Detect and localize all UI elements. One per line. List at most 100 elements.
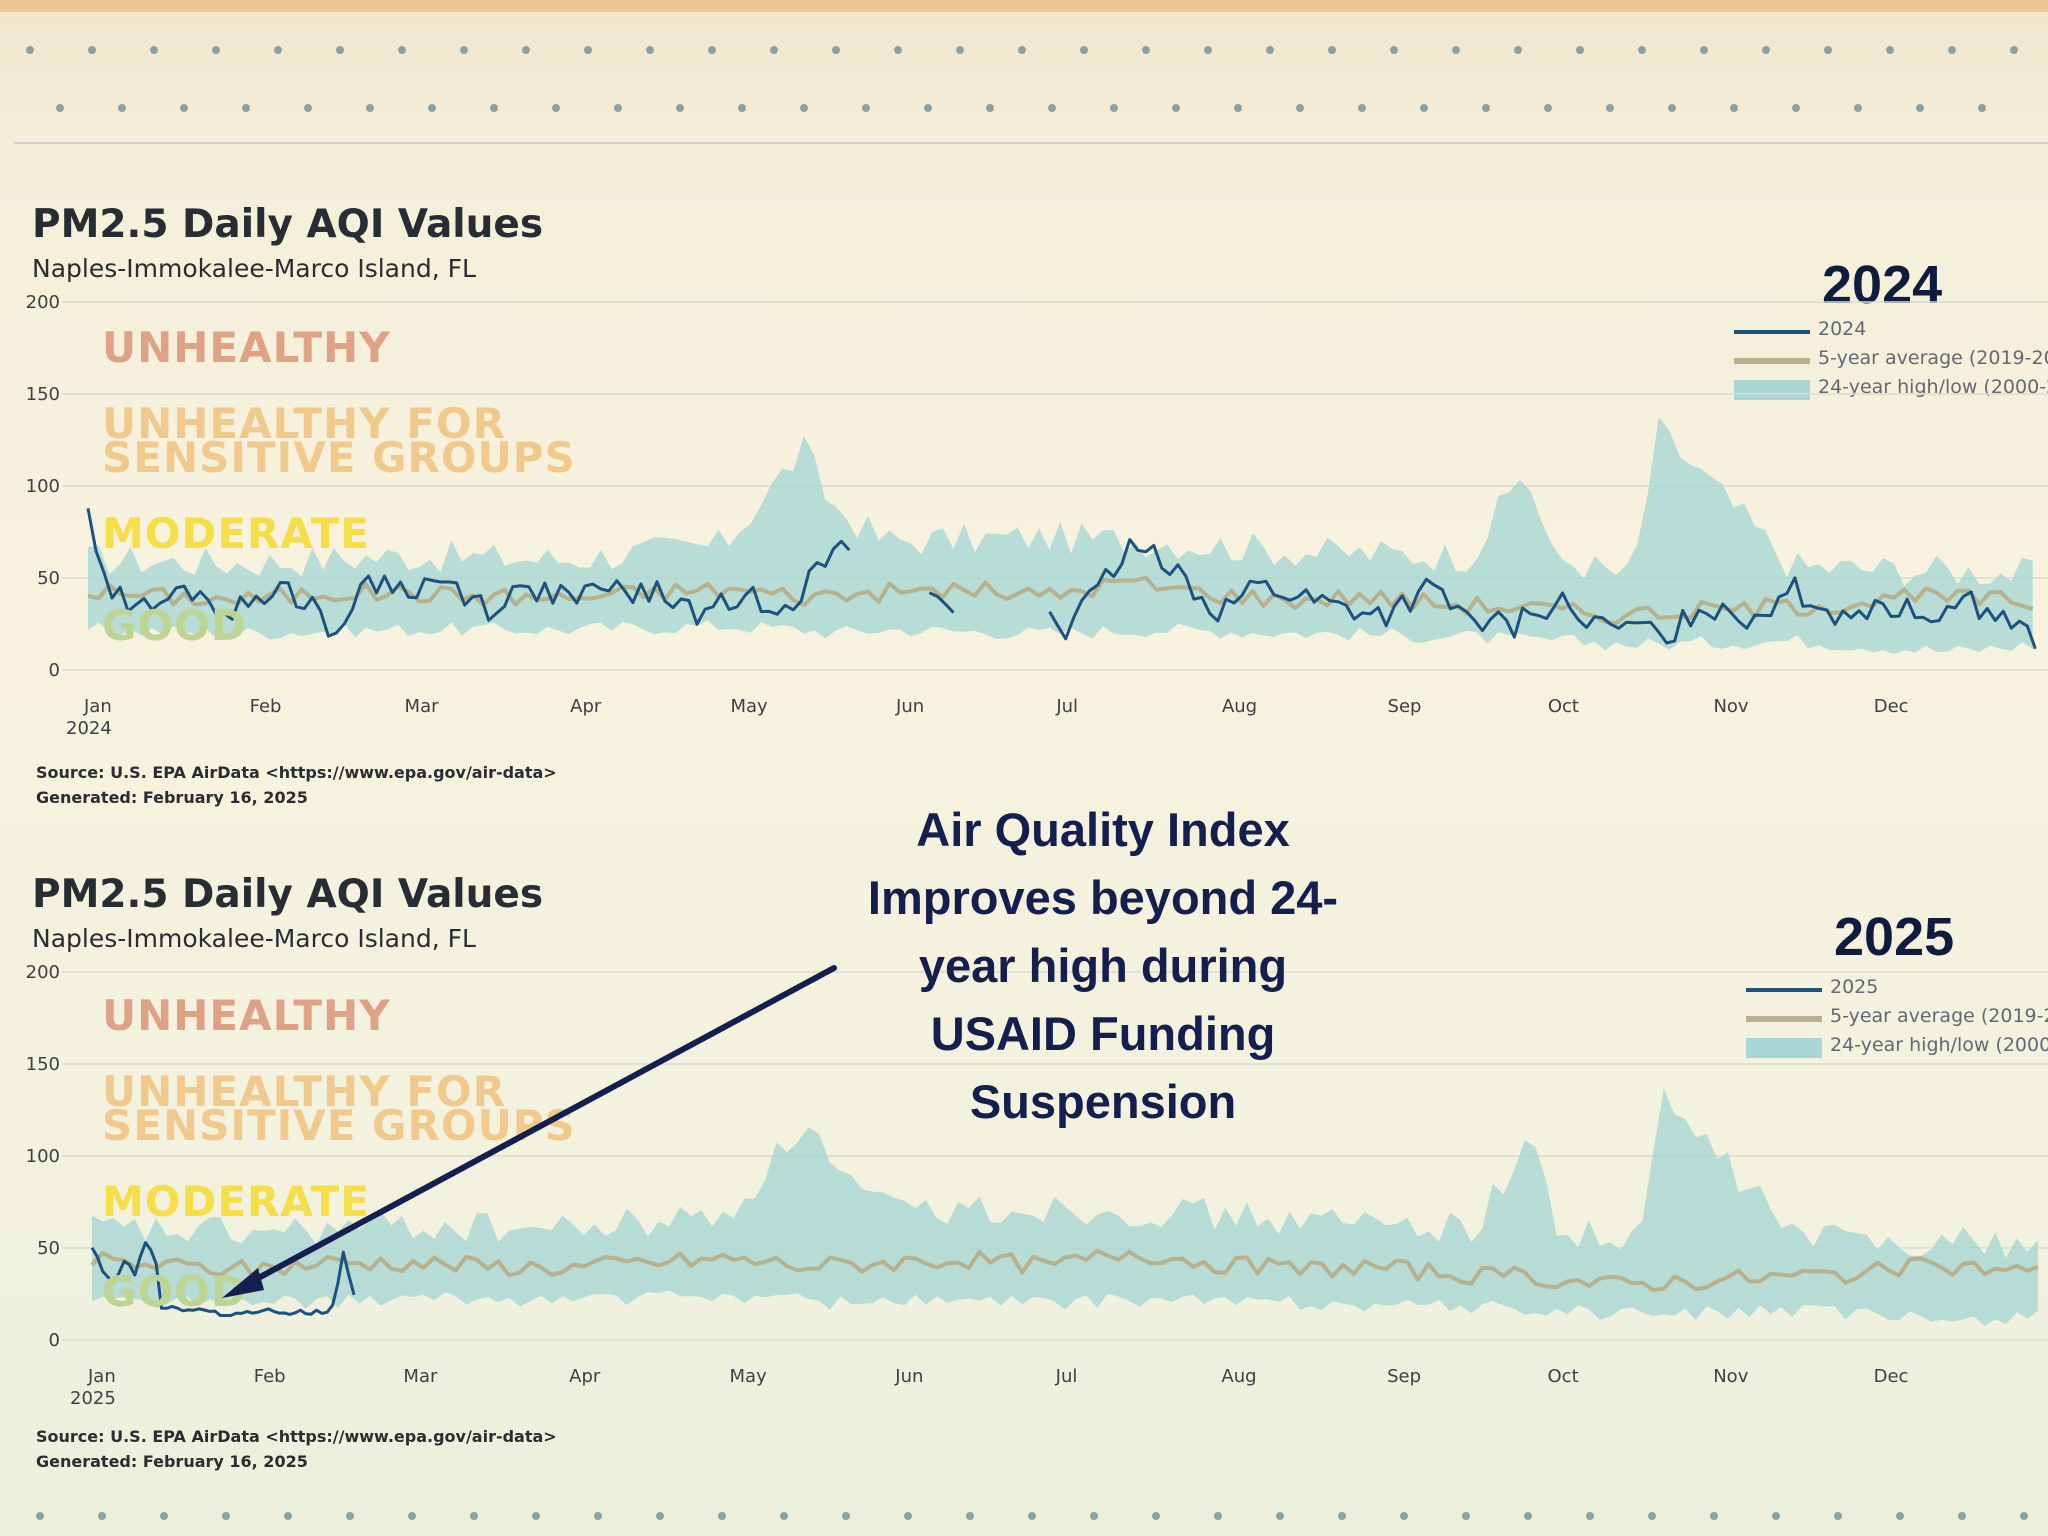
decorative-dot <box>242 104 250 112</box>
x-tick-label: Feb <box>250 696 282 717</box>
x-tick-label: Jul <box>1055 696 1078 717</box>
decorative-dot <box>460 46 468 54</box>
high-low-band <box>88 417 2033 655</box>
y-tick-label: 0 <box>49 1330 60 1351</box>
zone-label-usg-line1: UNHEALTHY FOR <box>102 399 506 448</box>
decorative-dot <box>36 1512 44 1520</box>
legend-swatch-five-year-average <box>1734 358 1810 364</box>
decorative-dot <box>1978 104 1986 112</box>
decorative-dot <box>1854 104 1862 112</box>
decorative-dot <box>532 1512 540 1520</box>
zone-label-unhealthy: UNHEALTHY <box>102 323 391 372</box>
legend-label-observed: 2024 <box>1818 318 1867 340</box>
y-tick-label: 50 <box>37 1238 60 1259</box>
decorative-dot <box>1700 46 1708 54</box>
chart-panel-2024: PM2.5 Daily AQI Values Naples-Immokalee-… <box>0 202 2048 842</box>
decorative-dot <box>428 104 436 112</box>
year-label: 2025 <box>1834 907 1955 967</box>
x-tick-label: May <box>730 696 768 717</box>
y-tick-label: 200 <box>26 292 60 313</box>
annotation-line-2: Improves beyond 24- <box>867 871 1339 924</box>
decorative-dot <box>832 46 840 54</box>
decorative-dot <box>1204 46 1212 54</box>
source-text: Source: U.S. EPA AirData <https://www.ep… <box>36 763 557 782</box>
decorative-dot <box>1730 104 1738 112</box>
decorative-dot <box>1338 1512 1346 1520</box>
decorative-dot <box>552 104 560 112</box>
top-edge-stripe <box>0 0 2048 12</box>
decorative-dot <box>656 1512 664 1520</box>
decorative-dot <box>1328 46 1336 54</box>
decorative-dot <box>1576 46 1584 54</box>
y-tick-label: 150 <box>26 1054 60 1075</box>
decorative-dot <box>1420 104 1428 112</box>
decorative-dot <box>88 46 96 54</box>
decorative-dot <box>1514 46 1522 54</box>
x-tick-label: Dec <box>1874 1366 1909 1387</box>
x-tick-year-label: 2025 <box>70 1388 116 1409</box>
decorative-dot <box>1668 104 1676 112</box>
decorative-dot <box>1896 1512 1904 1520</box>
decorative-dot <box>594 1512 602 1520</box>
chart-plot-area: 0 50 100 150 200 Jan Feb Mar Apr May Jun Jul Aug Sep O… <box>26 292 2048 739</box>
decorative-dot <box>1142 46 1150 54</box>
decorative-dot <box>522 46 530 54</box>
legend-swatch-observed <box>1746 988 1822 992</box>
chart-subtitle: Naples-Immokalee-Marco Island, FL <box>32 254 476 283</box>
decorative-dot <box>1234 104 1242 112</box>
decorative-dot <box>212 46 220 54</box>
x-tick-label: Jun <box>895 696 924 717</box>
decorative-dot <box>274 46 282 54</box>
decorative-dot <box>708 46 716 54</box>
decorative-dot <box>98 1512 106 1520</box>
decorative-dot <box>150 46 158 54</box>
chart-title: PM2.5 Daily AQI Values <box>32 872 544 917</box>
decorative-dot <box>842 1512 850 1520</box>
decorative-dot <box>1524 1512 1532 1520</box>
decorative-dot <box>646 46 654 54</box>
decorative-dot <box>304 104 312 112</box>
chart-legend: 2025 5-year average (2019-2023) 24-year … <box>1746 976 2048 1063</box>
x-tick-label: Nov <box>1713 1366 1748 1387</box>
decorative-dot <box>904 1512 912 1520</box>
x-tick-label: Aug <box>1222 696 1257 717</box>
legend-item-observed: 2025 <box>1746 976 2048 1005</box>
decorative-dot <box>1172 104 1180 112</box>
decorative-dot <box>1638 46 1646 54</box>
decorative-dot <box>1772 1512 1780 1520</box>
legend-item-high-low: 24-year high/low (2000-2023) <box>1746 1034 2048 1063</box>
observed-aqi-line <box>86 508 2037 650</box>
legend-label-five-year-average: 5-year average (2019-2023) <box>1830 1005 2048 1027</box>
y-tick-label: 100 <box>26 1146 60 1167</box>
chart-panel-2025: PM2.5 Daily AQI Values Naples-Immokalee-… <box>0 872 2048 1512</box>
chart-subtitle: Naples-Immokalee-Marco Island, FL <box>32 924 476 953</box>
decorative-dot <box>1276 1512 1284 1520</box>
decorative-dot <box>1110 104 1118 112</box>
x-tick-label: Oct <box>1548 696 1579 717</box>
generated-text: Generated: February 16, 2025 <box>36 788 308 807</box>
five-year-average-line <box>87 575 2034 626</box>
decorative-dot <box>180 104 188 112</box>
legend-swatch-high-low <box>1734 380 1810 400</box>
zone-label-good: GOOD <box>102 601 247 650</box>
decorative-dot <box>1266 46 1274 54</box>
generated-text: Generated: February 16, 2025 <box>36 1452 308 1471</box>
x-tick-label: Jan <box>83 696 112 717</box>
decorative-dot <box>408 1512 416 1520</box>
x-tick-label: Mar <box>405 696 440 717</box>
dot-pattern-row-bottom <box>0 1512 2048 1524</box>
decorative-dot <box>26 46 34 54</box>
x-tick-label: Jul <box>1055 1366 1078 1387</box>
five-year-average-line <box>90 1248 2039 1293</box>
decorative-dot <box>1792 104 1800 112</box>
decorative-dot <box>862 104 870 112</box>
decorative-dot <box>738 104 746 112</box>
legend-label-high-low: 24-year high/low (2000-2023) <box>1818 376 2048 398</box>
legend-swatch-high-low <box>1746 1038 1822 1058</box>
x-tick-label: Jun <box>894 1366 923 1387</box>
x-tick-label: Apr <box>570 696 602 717</box>
legend-swatch-five-year-average <box>1746 1016 1822 1022</box>
zone-label-good: GOOD <box>102 1267 247 1316</box>
decorative-dot <box>1544 104 1552 112</box>
decorative-dot <box>1834 1512 1842 1520</box>
